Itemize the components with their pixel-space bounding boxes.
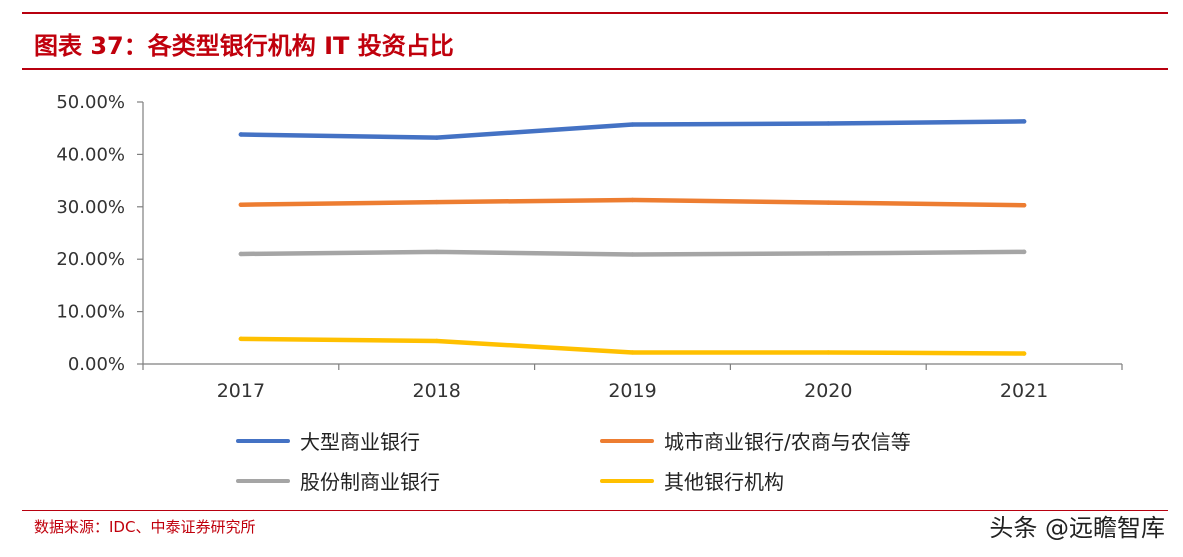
series-point (1021, 351, 1027, 356)
series-point (826, 350, 831, 355)
y-tick-label: 0.00% (68, 354, 125, 375)
series-point (434, 338, 439, 344)
bottom-rule (22, 510, 1168, 511)
top-rule (22, 12, 1168, 14)
title-rule (22, 68, 1168, 70)
series-point (434, 249, 439, 255)
watermark: 头条 @远瞻智库 (989, 514, 1165, 542)
series-point (238, 251, 244, 257)
y-tick-label: 40.00% (56, 144, 125, 165)
series-point (238, 202, 244, 207)
source-note: 数据来源：IDC、中泰证券研究所 (34, 518, 256, 536)
y-tick-label: 30.00% (56, 197, 125, 218)
series-point (1021, 249, 1027, 255)
x-tick-label: 2017 (217, 380, 265, 402)
y-tick-label: 20.00% (56, 249, 125, 270)
series-point (630, 122, 635, 127)
series-point (826, 251, 831, 256)
series-point (1021, 203, 1027, 208)
page-title: 图表 37：各类型银行机构 IT 投资占比 (34, 32, 454, 60)
x-tick-label: 2021 (1000, 380, 1048, 402)
series-point (826, 121, 831, 126)
y-tick-label: 10.00% (56, 302, 125, 323)
series-point (630, 252, 635, 257)
x-tick-label: 2019 (608, 380, 656, 402)
series-point (238, 336, 244, 342)
series-point (826, 200, 831, 205)
series-point (630, 197, 635, 203)
series-point (434, 135, 439, 140)
x-tick-label: 2020 (804, 380, 852, 402)
y-tick-label: 50.00% (56, 92, 125, 113)
series-point (1021, 119, 1027, 124)
series-point (630, 350, 635, 355)
series-point (434, 199, 439, 205)
x-tick-label: 2018 (413, 380, 461, 402)
series-point (238, 132, 244, 137)
